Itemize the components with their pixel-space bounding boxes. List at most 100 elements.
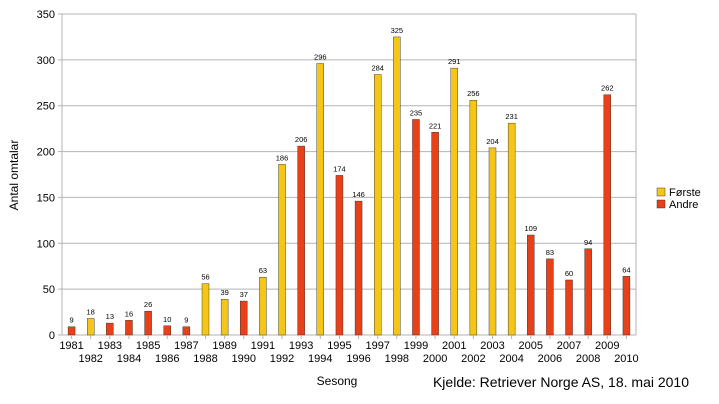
y-tick-label: 0: [49, 330, 55, 342]
data-label: 56: [201, 273, 209, 282]
data-label: 37: [240, 290, 248, 299]
data-label: 18: [87, 307, 95, 316]
x-tick-label: 2002: [461, 353, 485, 365]
bar-andre-1981: [67, 326, 76, 336]
bar-f-rste-2004: [507, 122, 516, 336]
bar-andre-1987: [182, 326, 191, 336]
legend-swatch: [656, 187, 666, 197]
data-label: 325: [391, 26, 404, 35]
x-tick-label: 1985: [136, 340, 160, 352]
data-label: 296: [314, 53, 327, 62]
x-tick-label: 1988: [193, 353, 217, 365]
bar-f-rste-1998: [393, 36, 401, 336]
data-label: 63: [259, 266, 267, 275]
bar-andre-1986: [163, 325, 171, 336]
x-tick-label: 1984: [117, 353, 141, 365]
x-tick-label: 1994: [308, 353, 332, 365]
data-label: 284: [371, 64, 384, 73]
x-tick-label: 1983: [98, 340, 122, 352]
bar-f-rste-1982: [86, 318, 95, 336]
source-note: Kjelde: Retriever Norge AS, 18. mai 2010: [432, 374, 689, 390]
bar-andre-2007: [565, 279, 573, 336]
bar-andre-1983: [106, 322, 114, 336]
x-tick-label: 1997: [365, 340, 389, 352]
bar-andre-1999: [412, 119, 420, 336]
bar-andre-2000: [431, 132, 439, 336]
x-tick-label: 1981: [59, 340, 83, 352]
bar-f-rste-1988: [201, 283, 210, 336]
x-tick-label: 1999: [404, 340, 428, 352]
x-tick-label: 1989: [212, 340, 236, 352]
x-tick-label: 1992: [270, 353, 294, 365]
data-label: 16: [125, 309, 133, 318]
y-tick-label: 50: [43, 284, 55, 296]
y-axis-ticks: 0 50 100 150 200 250 300 350: [37, 9, 62, 342]
x-axis-ticks: 1981198219831984198519861987198819891990…: [59, 335, 639, 365]
bar-f-rste-1989: [220, 299, 229, 336]
x-tick-label: 2001: [442, 340, 466, 352]
bar-f-rste-1992: [278, 164, 286, 336]
bar-andre-2006: [546, 258, 554, 336]
x-tick-label: 1996: [346, 353, 370, 365]
data-label: 291: [448, 57, 461, 66]
data-label: 26: [144, 300, 152, 309]
bar-andre-2008: [584, 248, 592, 336]
data-label: 94: [584, 238, 592, 247]
data-label: 146: [352, 190, 365, 199]
bar-f-rste-1994: [316, 63, 324, 336]
x-tick-label: 2003: [480, 340, 504, 352]
bar-andre-1985: [144, 310, 152, 336]
x-tick-label: 1986: [155, 353, 179, 365]
legend-label: Andre: [669, 199, 698, 211]
bar-andre-2009: [603, 94, 611, 336]
bar-f-rste-1997: [374, 74, 382, 336]
bar-andre-1995: [335, 175, 344, 336]
data-label: 235: [410, 108, 423, 117]
data-label: 83: [546, 248, 554, 257]
data-labels: 18 56 39 63 186 296 284 325 291 256 204 231 9 13 16 26 1…: [69, 26, 630, 325]
bar-f-rste-2002: [469, 100, 478, 336]
bar-f-rste-2001: [450, 67, 458, 336]
x-tick-label: 2005: [519, 340, 543, 352]
data-label: 231: [505, 112, 518, 121]
y-tick-label: 100: [37, 238, 55, 250]
data-label: 64: [622, 265, 630, 274]
x-tick-label: 2010: [614, 353, 638, 365]
bar-andre-2005: [527, 234, 535, 336]
data-label: 109: [525, 224, 538, 233]
y-tick-label: 150: [37, 192, 55, 204]
x-tick-label: 2004: [499, 353, 523, 365]
data-label: 174: [333, 164, 346, 173]
x-tick-label: 1998: [385, 353, 409, 365]
data-label: 13: [106, 312, 114, 321]
data-label: 204: [486, 137, 499, 146]
y-tick-label: 200: [37, 147, 55, 159]
bar-andre-1996: [354, 200, 363, 336]
bar-f-rste-1991: [259, 277, 267, 336]
y-tick-label: 300: [37, 55, 55, 67]
x-tick-label: 2000: [423, 353, 447, 365]
x-tick-label: 1987: [174, 340, 198, 352]
x-tick-label: 1991: [251, 340, 275, 352]
data-label: 9: [69, 316, 73, 325]
data-label: 10: [163, 315, 171, 324]
data-label: 9: [184, 316, 188, 325]
legend-swatch: [656, 199, 666, 209]
y-tick-label: 350: [37, 9, 55, 21]
data-label: 221: [429, 121, 442, 130]
bar-f-rste-2003: [488, 147, 497, 336]
data-label: 256: [467, 89, 480, 98]
gridlines: [61, 13, 637, 336]
data-label: 60: [565, 269, 573, 278]
x-tick-label: 2008: [576, 353, 600, 365]
x-tick-label: 1995: [327, 340, 351, 352]
bars: [67, 36, 631, 336]
x-tick-label: 2007: [557, 340, 581, 352]
data-label: 186: [276, 153, 289, 162]
bar-andre-1993: [297, 145, 305, 336]
y-tick-label: 250: [37, 101, 55, 113]
bar-andre-1984: [125, 320, 133, 336]
data-label: 262: [601, 84, 614, 93]
